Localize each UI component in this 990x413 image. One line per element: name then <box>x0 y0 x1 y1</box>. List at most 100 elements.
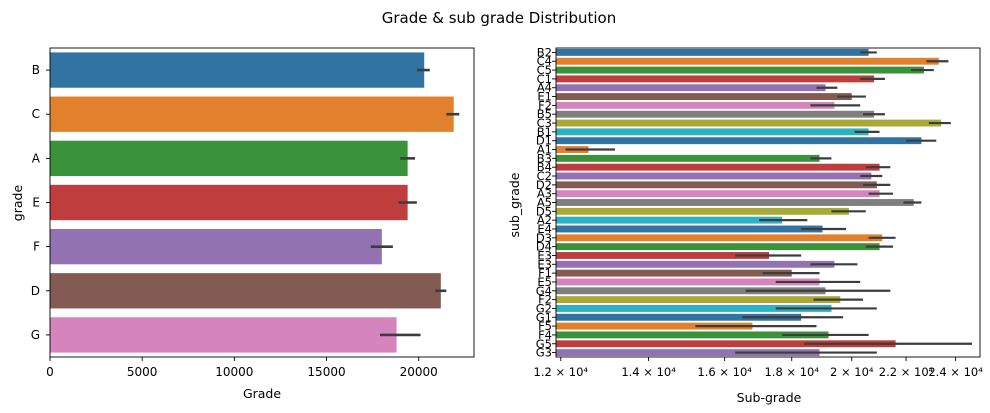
sub-grade-bar-E3 <box>556 260 835 268</box>
sub-grade-y-tick-label: G3 <box>536 346 552 360</box>
sub-grade-y-tick-label: F2 <box>538 98 552 112</box>
grade-bar-D <box>50 273 441 309</box>
grade-x-tick-label: 10000 <box>215 365 253 379</box>
sub-grade-bar-A2 <box>556 216 783 224</box>
sub-grade-y-tick-label: E1 <box>537 90 552 104</box>
sub-grade-x-tick-label: 1.4 × 10⁴ <box>621 365 676 379</box>
grade-y-tick-label: A <box>32 151 41 165</box>
sub-grade-y-tick-label: E4 <box>537 222 552 236</box>
sub-grade-y-tick-label: F2 <box>538 293 552 307</box>
sub-grade-bar-C5 <box>556 66 924 74</box>
sub-grade-x-tick-label: 1.6 × 10⁴ <box>697 365 752 379</box>
sub-grade-y-tick-label: B4 <box>537 160 552 174</box>
grade-bar-F <box>50 228 382 265</box>
grade-bar-G <box>50 317 397 353</box>
grade-bar-A <box>50 140 408 177</box>
sub-grade-bar-F2 <box>556 296 841 304</box>
grade-y-tick-label: G <box>31 328 40 342</box>
grade-x-tick-label: 15000 <box>307 365 345 379</box>
sub-grade-y-tick-label: A5 <box>537 196 552 210</box>
grade-bar-E <box>50 184 408 221</box>
sub-grade-y-tick-label: D2 <box>536 178 552 192</box>
sub-grade-y-tick-label: G2 <box>536 301 552 315</box>
sub-grade-y-tick-label: C1 <box>537 72 552 86</box>
sub-grade-y-tick-label: D5 <box>536 204 552 218</box>
grade-x-tick-label: 20000 <box>400 365 438 379</box>
sub-grade-bar-C1 <box>556 75 875 83</box>
sub-grade-y-tick-label: B5 <box>537 107 552 121</box>
figure-title: Grade & sub grade Distribution <box>382 9 617 27</box>
sub-grade-bar-E5 <box>556 278 820 286</box>
grade-y-axis-label: grade <box>10 185 25 222</box>
sub-grade-bar-B4 <box>556 163 880 171</box>
sub-grade-bar-D2 <box>556 181 877 189</box>
grade-x-axis-label: Grade <box>243 386 281 401</box>
sub-grade-bar-C3 <box>556 119 942 127</box>
sub-grade-bar-C2 <box>556 172 872 180</box>
sub-grade-y-tick-label: B3 <box>537 151 552 165</box>
sub-grade-x-tick-label: 1.8 × 10⁴ <box>764 365 819 379</box>
sub-grade-bar-D3 <box>556 234 883 242</box>
sub-grade-y-tick-label: G5 <box>536 337 552 351</box>
sub-grade-bar-B5 <box>556 110 875 118</box>
sub-grade-y-tick-label: E3 <box>537 248 552 262</box>
sub-grade-y-axis-label: sub_grade <box>507 172 522 237</box>
sub-grade-bar-B2 <box>556 48 869 56</box>
sub-grade-bar-F4 <box>556 331 829 339</box>
sub-grade-bar-B1 <box>556 128 869 136</box>
sub-grade-bar-E3 <box>556 252 770 259</box>
sub-grade-bar-E1 <box>556 93 852 101</box>
grade-bar-B <box>50 52 425 88</box>
sub-grade-bar-G3 <box>556 349 820 357</box>
sub-grade-bar-G2 <box>556 304 832 312</box>
sub-grade-bar-G5 <box>556 340 896 348</box>
sub-grade-x-tick-label: 2.2 × 10⁴ <box>879 365 934 379</box>
sub-grade-y-tick-label: A2 <box>537 213 552 227</box>
sub-grade-bar-D1 <box>556 137 922 145</box>
sub-grade-y-tick-label: E3 <box>537 257 552 271</box>
sub-grade-bar-A3 <box>556 190 880 198</box>
sub-grade-y-tick-label: C2 <box>537 169 552 183</box>
sub-grade-y-tick-label: D4 <box>536 240 552 254</box>
sub-grade-y-tick-label: C5 <box>537 63 552 77</box>
grade-x-tick-label: 5000 <box>127 365 158 379</box>
sub-grade-y-tick-label: A3 <box>537 187 552 201</box>
sub-grade-y-tick-label: F1 <box>538 266 552 280</box>
grade-bar-C <box>50 96 454 132</box>
grade-y-tick-label: F <box>33 240 40 254</box>
sub-grade-bar-D5 <box>556 207 849 215</box>
sub-grade-y-tick-label: F5 <box>538 319 552 333</box>
sub-grade-bar-A5 <box>556 199 914 206</box>
sub-grade-x-tick-label: 2.4 × 10⁴ <box>928 365 983 379</box>
grade-y-tick-label: D <box>31 284 40 298</box>
sub-grade-bar-E4 <box>556 225 823 233</box>
sub-grade-x-tick-label: 2 × 10⁴ <box>830 365 874 379</box>
grade-y-tick-label: E <box>32 196 40 210</box>
sub-grade-y-tick-label: G1 <box>536 310 552 324</box>
grade-y-tick-label: B <box>32 63 40 77</box>
sub-grade-y-tick-label: G4 <box>536 284 552 298</box>
sub-grade-y-tick-label: C3 <box>537 116 552 130</box>
sub-grade-bar-F1 <box>556 269 792 277</box>
sub-grade-bar-B3 <box>556 154 820 162</box>
sub-grade-bar-chart: Sub-grade sub_grade B2C4C5C1A4E1F2B5C3B1… <box>507 45 983 405</box>
sub-grade-bar-G4 <box>556 287 826 295</box>
sub-grade-bar-F5 <box>556 322 753 330</box>
sub-grade-bar-A4 <box>556 84 826 92</box>
sub-grade-bar-G1 <box>556 313 802 321</box>
sub-grade-bar-D4 <box>556 243 880 251</box>
sub-grade-y-tick-label: B2 <box>537 45 552 59</box>
grade-x-tick-label: 0 <box>46 365 54 379</box>
sub-grade-y-tick-label: A1 <box>537 143 552 157</box>
sub-grade-y-tick-label: B1 <box>537 125 552 139</box>
sub-grade-y-tick-label: D3 <box>536 231 552 245</box>
sub-grade-bar-F2 <box>556 101 835 109</box>
sub-grade-y-tick-label: F4 <box>538 328 552 342</box>
sub-grade-x-tick-label: 1.2 × 10⁴ <box>534 365 589 379</box>
sub-grade-y-tick-label: E5 <box>537 275 552 289</box>
grade-bar-chart: Grade grade B C A E F D G 0 5000 10000 15000 20000 <box>10 47 475 401</box>
sub-grade-y-tick-label: A4 <box>537 81 552 95</box>
sub-grade-y-tick-label: C4 <box>537 54 552 68</box>
grade-y-tick-label: C <box>32 107 40 121</box>
